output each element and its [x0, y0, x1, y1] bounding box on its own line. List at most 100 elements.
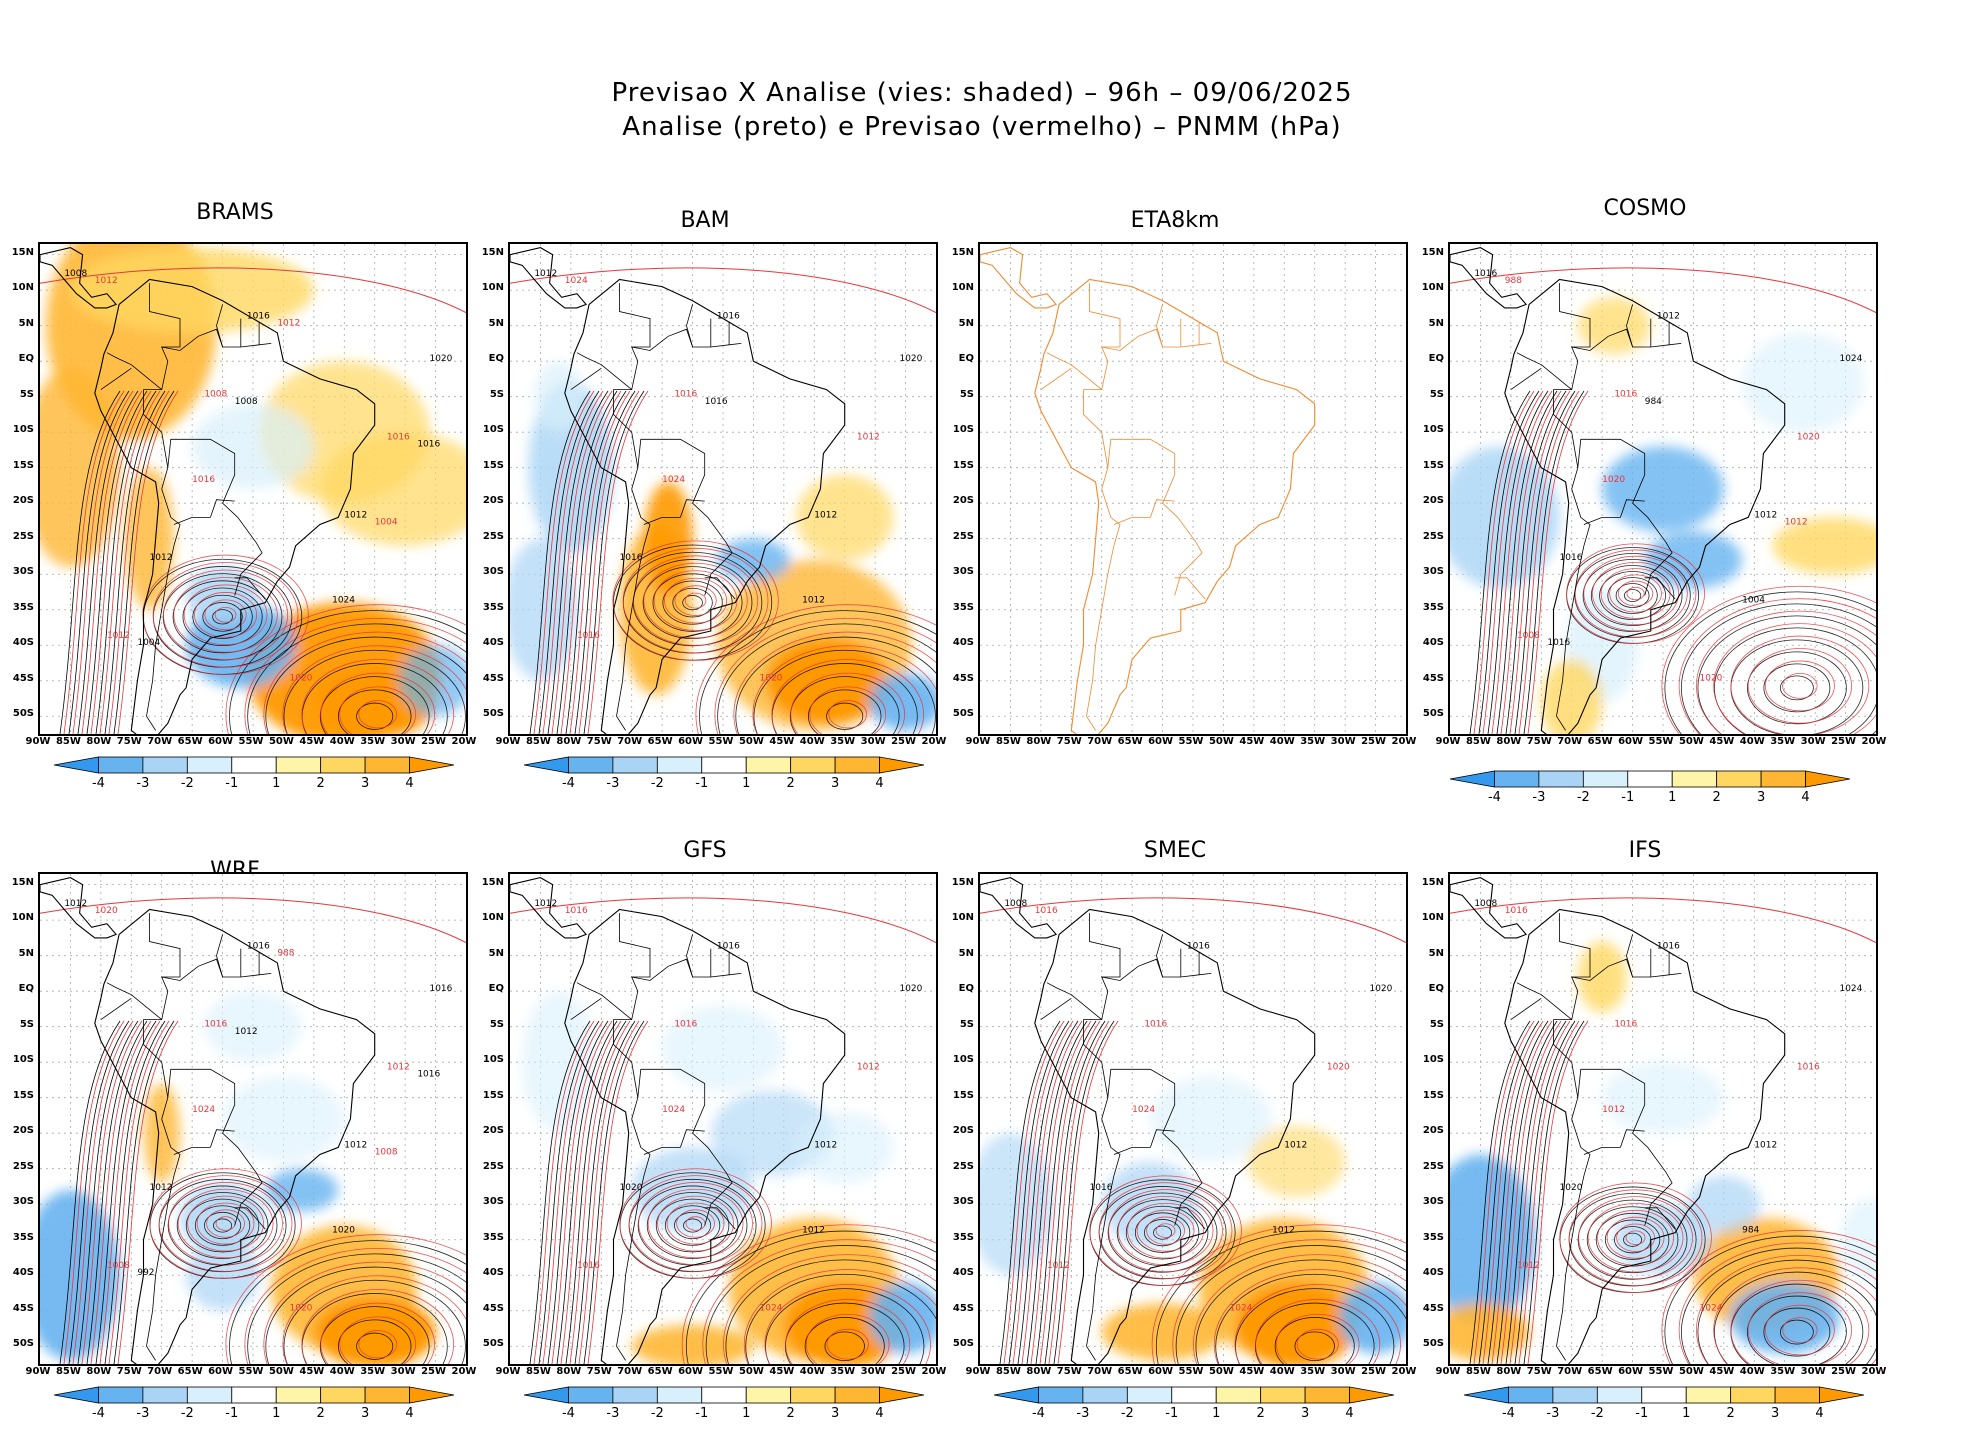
colorbar-swatch [1627, 770, 1673, 788]
lon-tick-label: 85W [995, 736, 1021, 747]
lat-tick-label: 15N [481, 876, 504, 888]
colorbar-swatch [568, 1386, 614, 1404]
lon-tick-label: 85W [55, 736, 81, 747]
isobar-label: 1016 [705, 397, 728, 407]
analysis-isobar [1035, 1020, 1097, 1364]
lon-tick-label: 40W [799, 736, 825, 747]
isobar-label: 1024 [1839, 354, 1862, 364]
isobar-label: 1012 [534, 899, 557, 909]
colorbar-swatch [656, 1386, 703, 1404]
analysis-isobar [1590, 565, 1675, 626]
lon-tick-label: 25W [1831, 736, 1857, 747]
forecast-isobar [657, 1195, 734, 1252]
analysis-isobar [538, 390, 600, 734]
colorbar-tick-label: 1 [272, 1406, 281, 1421]
colorbar-swatch [186, 1386, 233, 1404]
analysis-isobar [1195, 1259, 1406, 1364]
forecast-isobar [653, 570, 738, 631]
colorbar-swatch [54, 756, 99, 774]
lat-tick-label: 25S [482, 530, 504, 542]
lon-tick-label: 70W [1557, 736, 1583, 747]
lon-tick-label: 45W [1239, 1366, 1265, 1377]
analysis-isobar [574, 390, 636, 734]
isobar-label: 1016 [620, 553, 643, 563]
colorbar-swatch [1805, 770, 1850, 788]
forecast-isobar [40, 267, 466, 314]
forecast-isobar [204, 599, 247, 631]
colorbar-tick-label: 2 [316, 1406, 325, 1421]
forecast-isobar [225, 604, 466, 734]
isobar-label: 1024 [565, 276, 588, 286]
isobar-label: 1024 [192, 1105, 215, 1115]
lat-tick-label: 10S [1422, 424, 1444, 436]
forecast-isobar [1782, 1317, 1818, 1343]
lon-tick-label: 70W [147, 736, 173, 747]
isobar-label: 1020 [620, 1183, 643, 1193]
bias-patch [1577, 297, 1651, 355]
forecast-isobar [764, 1284, 931, 1364]
lon-tick-label: 30W [390, 736, 416, 747]
colorbar-swatch [409, 1386, 454, 1404]
analysis-isobar [1746, 651, 1847, 725]
analysis-isobar [68, 1020, 130, 1364]
isobar-label: 1024 [332, 596, 355, 606]
isobar-label: 1016 [387, 432, 410, 442]
colorbar-swatch [1171, 1386, 1217, 1404]
lat-tick-label: 50S [12, 1338, 34, 1350]
lon-tick-label: 80W [86, 1366, 112, 1377]
isobar-label: 1012 [802, 1226, 825, 1236]
forecast-isobar [1764, 1304, 1835, 1356]
lon-tick-label: 45W [1709, 736, 1735, 747]
analysis-isobar [104, 1020, 166, 1364]
colorbar-tick-label: 3 [1300, 1406, 1310, 1421]
bias-patch [869, 1282, 936, 1354]
forecast-isobar [152, 562, 299, 668]
isobar-label: 1016 [1090, 1183, 1113, 1193]
colorbar-tick-label: -2 [180, 776, 194, 791]
lon-tick-label: 20W [1391, 736, 1417, 747]
lon-tick-label: 35W [360, 736, 386, 747]
lat-tick-label: 5N [958, 947, 974, 959]
forecast-isobar [1012, 1020, 1074, 1364]
colorbar-swatch [320, 756, 366, 774]
pressure-field: 1008 1016 1012 1012 1016 1020 1016 1024 1020 1024… [980, 874, 1406, 1364]
bias-patch [1772, 517, 1876, 575]
analysis-isobar [77, 1020, 139, 1364]
bias-patch [716, 538, 790, 582]
map-area: 1008 1016 1012 1012 1016 1016 1020 1024 1024 1012… [1448, 872, 1878, 1366]
analysis-isobar [556, 390, 618, 734]
forecast-isobar [1021, 1020, 1083, 1364]
analysis-isobar [1053, 1020, 1115, 1364]
lat-tick-label: 10N [1421, 282, 1444, 294]
pressure-field: 1008 1016 1012 1012 1016 1016 1020 1024 1024 1012… [1450, 874, 1876, 1364]
lat-tick-label: 5N [488, 947, 504, 959]
isobar-label: 1004 [375, 518, 398, 528]
colorbar-tick-label: 3 [830, 776, 840, 791]
lon-tick-label: 60W [208, 1366, 234, 1377]
analysis-isobar [86, 1020, 148, 1364]
analysis-isobar [1763, 1307, 1831, 1357]
colorbar-tick-label: -4 [561, 1406, 575, 1421]
lat-tick-label: 40S [1422, 637, 1444, 649]
lon-tick-label: 80W [556, 736, 582, 747]
colorbar-swatch [409, 756, 454, 774]
forecast-isobar [282, 1275, 466, 1364]
lat-tick-label: 30S [482, 566, 504, 578]
lon-tick-label: 75W [1056, 736, 1082, 747]
colorbar-tick-label: 3 [830, 1406, 840, 1421]
colorbar-tick-label: -4 [91, 776, 105, 791]
map-panel-ifs: IFS 1008 1016 1012 1012 1016 1016 1020 1024 1024 1… [1410, 820, 1887, 1421]
forecast-isobar [90, 390, 152, 734]
lon-tick-label: 85W [995, 1366, 1021, 1377]
lon-tick-label: 70W [1087, 736, 1113, 747]
colorbar-tick-label: -3 [136, 1406, 150, 1421]
analysis-isobar [1615, 583, 1650, 608]
forecast-isobar [206, 1209, 245, 1238]
analysis-isobar [583, 390, 645, 734]
lat-tick-label: 5S [19, 388, 34, 400]
isobar-label: 1012 [64, 899, 87, 909]
lat-tick-label: 25S [1422, 530, 1444, 542]
colorbar-tick-label: -1 [695, 1406, 709, 1421]
lat-tick-label: 25S [12, 1160, 34, 1172]
colorbar-swatch [524, 1386, 569, 1404]
